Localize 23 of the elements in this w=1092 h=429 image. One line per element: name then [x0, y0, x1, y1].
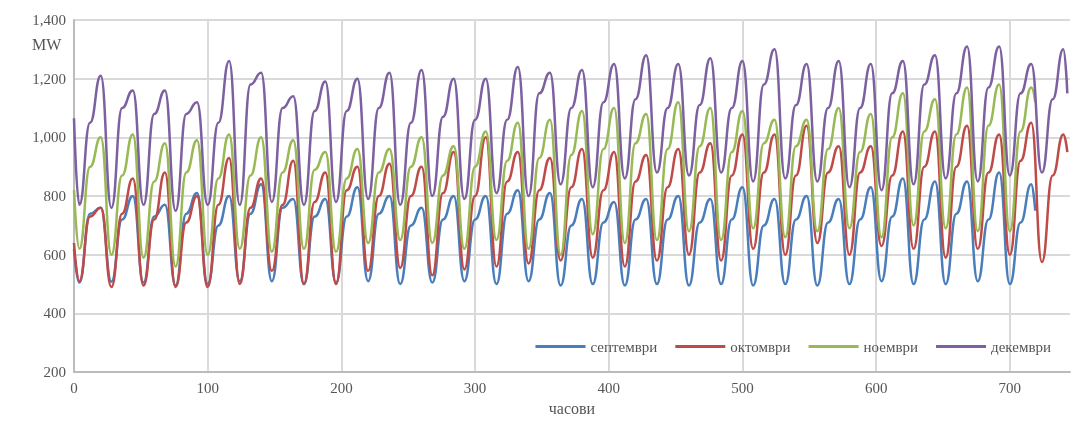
- y-tick-label: 1,000: [32, 129, 66, 146]
- x-tick-label: 400: [597, 379, 621, 396]
- legend-label: декември: [991, 338, 1052, 355]
- x-tick-label: 200: [330, 379, 353, 396]
- x-tick-label: 700: [998, 379, 1022, 396]
- legend-label: септември: [590, 338, 658, 355]
- x-tick-label: 100: [196, 379, 219, 396]
- y-axis-title: MW: [32, 35, 63, 53]
- y-tick-label: 600: [43, 246, 66, 263]
- line-series: [72, 45, 1069, 212]
- x-tick-label: 0: [70, 379, 78, 396]
- legend-label: октомври: [730, 338, 791, 355]
- x-axis-title: часови: [548, 399, 596, 417]
- y-tick-label: 1,400: [32, 12, 66, 28]
- y-tick-label: 800: [43, 188, 66, 205]
- line-series: [72, 83, 1037, 268]
- legend-label: ноември: [863, 338, 919, 355]
- y-tick-label: 400: [43, 305, 66, 322]
- x-tick-label: 300: [463, 379, 487, 396]
- y-tick-label: 1,200: [32, 70, 66, 87]
- x-tick-label: 600: [864, 379, 888, 396]
- y-tick-label: 200: [43, 364, 66, 381]
- x-tick-label: 500: [731, 379, 754, 396]
